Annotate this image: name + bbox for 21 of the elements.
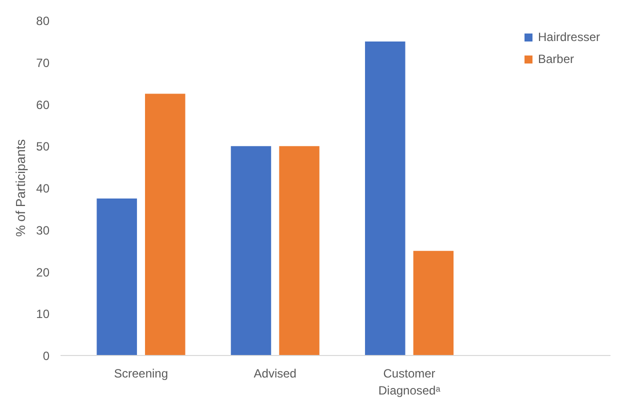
y-tick-label: 30 — [36, 223, 50, 238]
y-tick-label: 70 — [36, 56, 50, 70]
legend-label: Barber — [538, 52, 574, 66]
bar — [96, 198, 137, 356]
y-tick-label: 0 — [42, 349, 50, 363]
x-tick-label: Advised — [254, 366, 296, 380]
bar — [230, 146, 272, 356]
y-tick-label: 80 — [36, 14, 50, 28]
bar — [279, 146, 320, 356]
y-tick-label: 50 — [36, 140, 50, 154]
y-tick-label: 10 — [36, 307, 50, 322]
x-tick-label: Customer Diagnosedᵃ — [378, 366, 441, 398]
y-axis-title: % of Participants — [13, 138, 28, 237]
bar — [145, 94, 186, 356]
x-tick-label: Screening — [114, 366, 168, 380]
y-tick-label: 20 — [36, 265, 50, 280]
bar — [365, 41, 406, 356]
y-tick-label: 40 — [36, 182, 50, 196]
y-tick-label: 60 — [36, 98, 50, 112]
legend-label: Hairdresser — [538, 30, 600, 44]
bar — [413, 250, 454, 356]
